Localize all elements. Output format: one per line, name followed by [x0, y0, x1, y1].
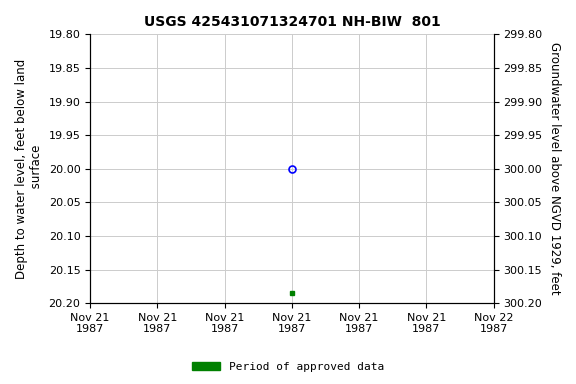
Title: USGS 425431071324701 NH-BIW  801: USGS 425431071324701 NH-BIW 801: [143, 15, 440, 29]
Y-axis label: Groundwater level above NGVD 1929, feet: Groundwater level above NGVD 1929, feet: [548, 42, 561, 295]
Y-axis label: Depth to water level, feet below land
 surface: Depth to water level, feet below land su…: [15, 59, 43, 279]
Legend: Period of approved data: Period of approved data: [188, 358, 388, 377]
